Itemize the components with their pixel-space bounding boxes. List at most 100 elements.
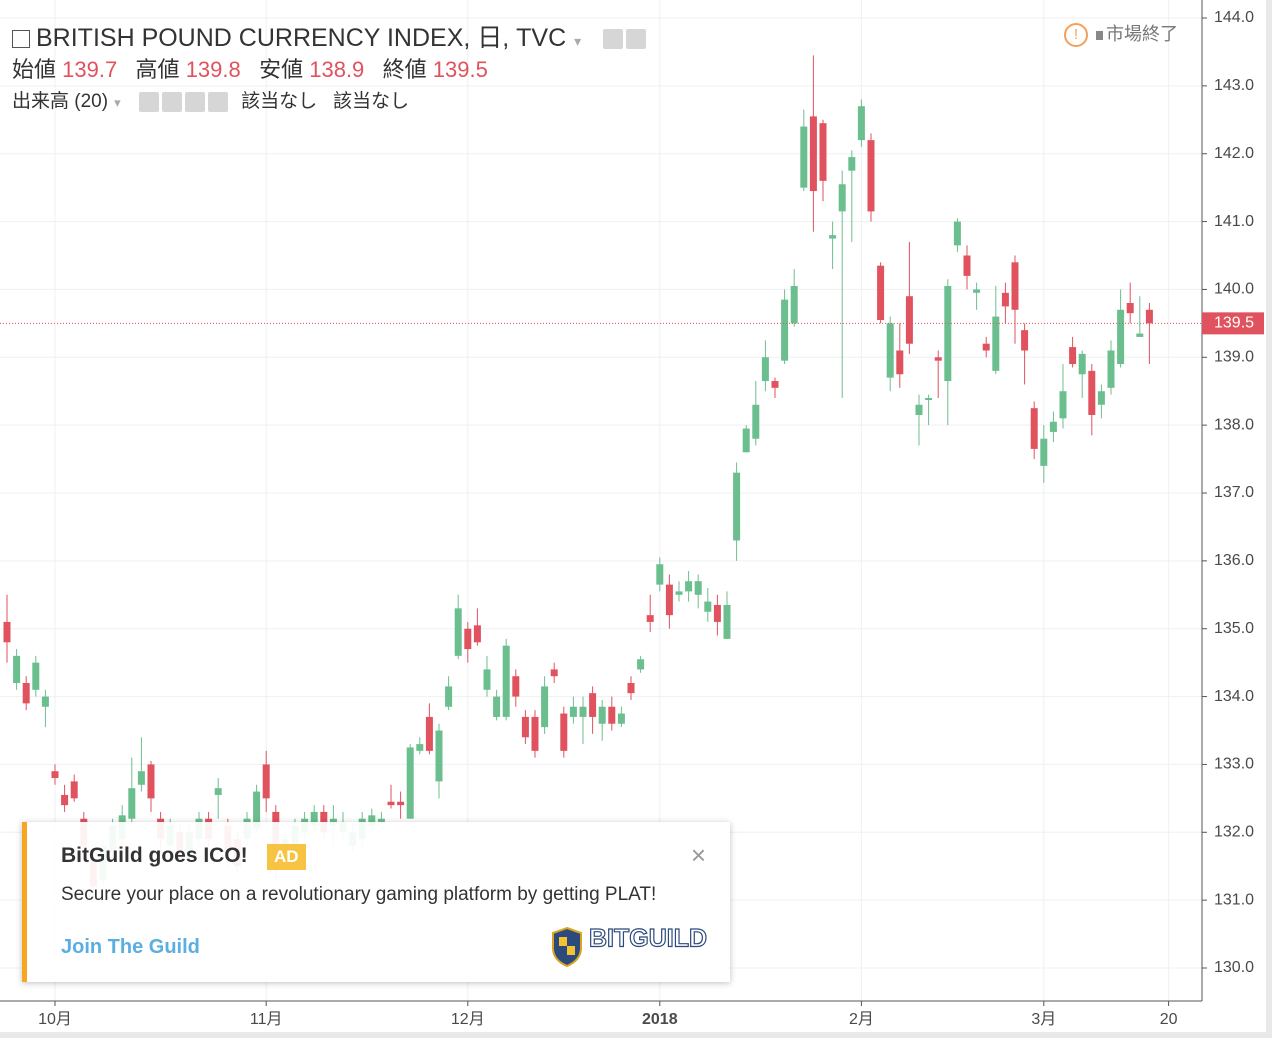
y-tick-label: 142.0 bbox=[1214, 145, 1254, 162]
candle-body bbox=[598, 706, 606, 724]
ohlc-label: 終値 bbox=[382, 57, 427, 82]
y-tick-label: 134.0 bbox=[1214, 688, 1254, 705]
volume-row: 出来高 (20) ▾ 該当なし 該当なし bbox=[12, 86, 409, 113]
ohlc-value: 138.9 bbox=[309, 57, 365, 82]
title-row: BRITISH POUND CURRENCY INDEX, 日, TVC ▾ bbox=[12, 18, 649, 54]
logo-part bbox=[559, 937, 567, 946]
candle-body bbox=[531, 716, 539, 751]
candle-body bbox=[704, 601, 712, 612]
candle-body bbox=[925, 398, 933, 401]
candle-body bbox=[1059, 391, 1067, 419]
candle-body bbox=[781, 299, 789, 361]
candle-body bbox=[1097, 391, 1105, 405]
candle-body bbox=[579, 706, 587, 717]
market-status: ! 市場終了 bbox=[1064, 20, 1179, 48]
dropdown-icon[interactable]: ▾ bbox=[114, 95, 121, 110]
candle-body bbox=[1030, 408, 1038, 449]
y-tick-label: 138.0 bbox=[1214, 416, 1254, 433]
ohlc-label: 高値 bbox=[135, 57, 180, 82]
candle-body bbox=[454, 608, 462, 656]
plus-icon[interactable] bbox=[184, 91, 205, 112]
candle-body bbox=[22, 683, 30, 704]
candle-body bbox=[675, 591, 683, 595]
candle-body bbox=[435, 730, 443, 782]
candle-body bbox=[1078, 353, 1086, 375]
gear-icon[interactable] bbox=[626, 29, 647, 50]
candle-body bbox=[896, 350, 904, 375]
candle-body bbox=[1107, 350, 1115, 388]
candle-body bbox=[387, 801, 395, 806]
na-label: 該当なし bbox=[333, 91, 410, 112]
y-tick-label: 140.0 bbox=[1214, 281, 1254, 298]
x-tick-label: 2018 bbox=[642, 1011, 678, 1028]
candle-body bbox=[848, 157, 856, 171]
candle-body bbox=[1011, 262, 1019, 310]
candle-body bbox=[51, 771, 59, 778]
candle-body bbox=[253, 791, 261, 829]
candle-body bbox=[13, 655, 21, 683]
na-label: 該当なし bbox=[241, 91, 318, 112]
candle-body bbox=[723, 604, 731, 639]
y-tick-label: 143.0 bbox=[1214, 77, 1254, 94]
ad-close[interactable]: × bbox=[690, 840, 706, 870]
candle-body bbox=[483, 669, 491, 690]
candle-body bbox=[944, 286, 952, 382]
candle-body bbox=[502, 645, 510, 717]
close-icon[interactable] bbox=[207, 91, 228, 112]
candle-body bbox=[473, 625, 481, 643]
eye-icon[interactable] bbox=[603, 29, 624, 50]
candle-body bbox=[963, 255, 971, 276]
candle-body bbox=[752, 404, 760, 439]
candle-body bbox=[694, 581, 702, 595]
y-tick-label: 137.0 bbox=[1214, 484, 1254, 501]
ohlc-label: 始値 bbox=[12, 57, 57, 82]
x-tick-label: 2月 bbox=[849, 1011, 874, 1028]
ad-panel: BitGuild goes ICO! AD × Secure your plac… bbox=[22, 822, 730, 982]
candle-body bbox=[886, 323, 894, 378]
candle-body bbox=[646, 615, 654, 622]
y-tick-label: 135.0 bbox=[1214, 620, 1254, 637]
collapse-icon[interactable] bbox=[12, 30, 30, 49]
candle-body bbox=[809, 116, 817, 192]
x-tick-label: 3月 bbox=[1031, 1011, 1056, 1028]
ad-link[interactable]: Join The Guild bbox=[61, 936, 200, 958]
candle-body bbox=[915, 404, 923, 415]
ad-logo: BITGUILD bbox=[552, 924, 708, 968]
candle-body bbox=[377, 818, 385, 823]
candle-body bbox=[713, 604, 721, 622]
gear-icon[interactable] bbox=[161, 91, 182, 112]
ohlc-value: 139.7 bbox=[62, 57, 118, 82]
candle-body bbox=[877, 265, 885, 320]
candle-body bbox=[1021, 330, 1029, 351]
candle-body bbox=[214, 788, 222, 795]
status-text: 市場終了 bbox=[1106, 24, 1179, 44]
candle-body bbox=[147, 764, 155, 799]
candle-body bbox=[829, 235, 837, 239]
candle-body bbox=[61, 794, 69, 806]
candle-body bbox=[627, 683, 635, 694]
volume-label: 出来高 (20) bbox=[12, 91, 109, 112]
dropdown-icon[interactable]: ▾ bbox=[574, 33, 582, 49]
candle-body bbox=[771, 381, 779, 388]
y-tick-label: 144.0 bbox=[1214, 9, 1254, 26]
edge bbox=[1266, 0, 1272, 1038]
candle-body bbox=[589, 693, 597, 717]
ohlc-row: 始値 139.7 高値 139.8 安値 138.9 終値 139.5 bbox=[12, 52, 488, 84]
logo-text: BITGUILD bbox=[589, 925, 707, 953]
candle-body bbox=[1145, 309, 1153, 324]
candle-body bbox=[3, 621, 11, 643]
y-tick-label: 132.0 bbox=[1214, 824, 1254, 841]
warning-icon[interactable]: ! bbox=[1064, 23, 1088, 48]
ad-title: BitGuild goes ICO! bbox=[61, 844, 248, 867]
candle-body bbox=[867, 140, 875, 212]
candle-body bbox=[560, 713, 568, 751]
eye-icon[interactable] bbox=[138, 91, 159, 112]
ohlc-value: 139.8 bbox=[185, 57, 241, 82]
last-price-label: 139.5 bbox=[1214, 315, 1254, 332]
candle-body bbox=[262, 764, 270, 799]
candle-body bbox=[464, 628, 472, 650]
title: BRITISH POUND CURRENCY INDEX, 日, TVC bbox=[36, 24, 567, 52]
candle-body bbox=[1049, 421, 1057, 432]
last-price-box bbox=[1202, 312, 1264, 335]
